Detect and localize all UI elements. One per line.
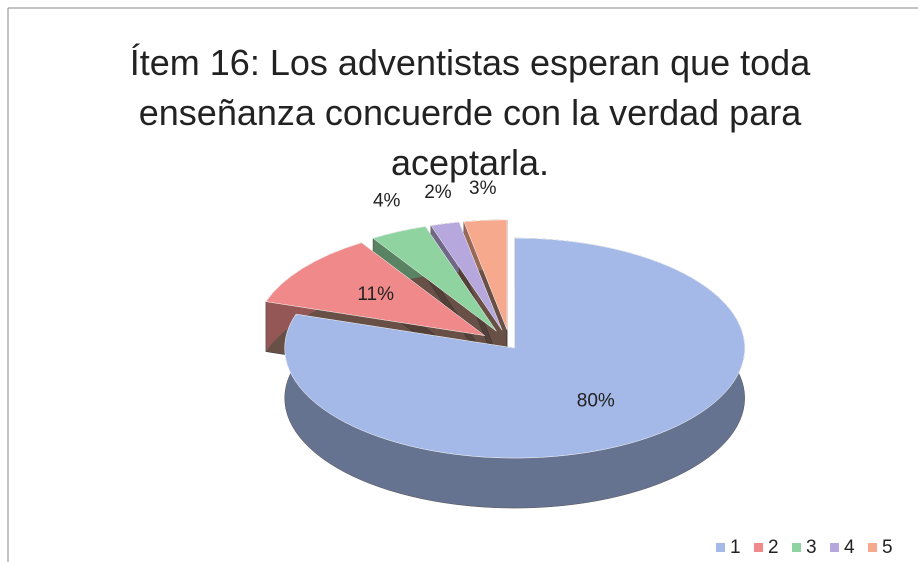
chart-title: Ítem 16: Los adventistas esperan que tod… [129,42,811,183]
pie-tops [265,219,745,459]
data-label: 3% [469,178,497,199]
legend-swatch [792,543,801,552]
legend-label: 1 [730,537,741,558]
pie-slice [372,226,497,332]
data-label: 2% [424,182,452,203]
data-label: 11% [357,284,394,305]
pie-slice [430,221,503,331]
legend-label: 3 [806,537,817,558]
pie-slice [284,237,745,459]
pie-slice [463,219,508,330]
data-label: 4% [373,191,401,212]
legend-swatch [868,543,877,552]
legend-swatch [830,543,839,552]
legend-label: 4 [844,537,855,558]
legend-swatch [716,543,725,552]
pie-slice [265,242,485,336]
legend-swatch [754,543,763,552]
data-label: 80% [577,391,615,412]
legend-label: 5 [882,537,893,558]
legend-label: 2 [768,537,779,558]
